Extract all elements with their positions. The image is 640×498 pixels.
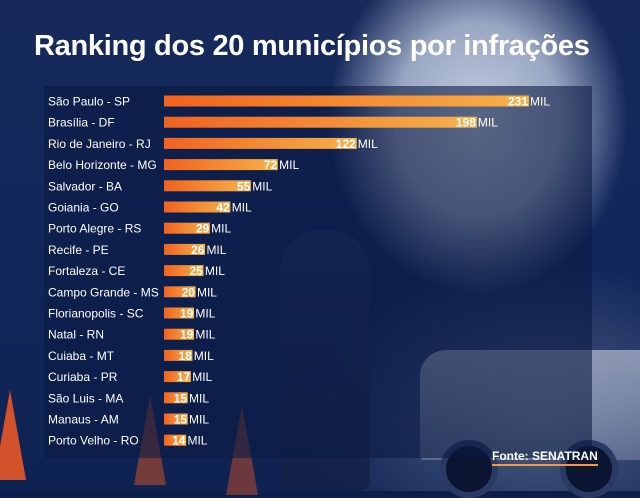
bar (164, 307, 195, 319)
value-label: 231 MIL (508, 95, 550, 109)
bar (164, 371, 191, 383)
bar (164, 434, 187, 446)
value-label: 55 MIL (237, 179, 273, 193)
category-label: Curiaba - PR (48, 370, 118, 384)
value-label: 72 MIL (264, 158, 300, 172)
value-label: 17 MIL (177, 370, 213, 384)
value-label: 19 MIL (180, 307, 216, 321)
category-label: Salvador - BA (48, 179, 122, 193)
category-label: Porto Alegre - RS (48, 222, 141, 236)
value-label: 25 MIL (190, 264, 226, 278)
value-label: 20 MIL (182, 285, 218, 299)
bar (164, 180, 251, 192)
category-label: Porto Velho - RO (48, 434, 139, 448)
value-label: 29 MIL (196, 222, 232, 236)
bar (164, 95, 529, 107)
category-label: Brasília - DF (48, 116, 115, 130)
value-label: 15 MIL (174, 391, 210, 405)
bar (164, 137, 357, 149)
bar (164, 159, 278, 171)
bar (164, 222, 210, 234)
value-label: 15 MIL (174, 413, 210, 427)
bar (164, 328, 195, 340)
bar (164, 286, 196, 298)
category-label: Fortaleza - CE (48, 264, 125, 278)
value-label: 26 MIL (191, 243, 227, 257)
category-label: São Luis - MA (48, 391, 123, 405)
category-label: Rio de Janeiro - RJ (48, 137, 151, 151)
bar (164, 349, 193, 361)
value-label: 14 MIL (172, 434, 208, 448)
chart-title: Ranking dos 20 municípios por infrações (34, 30, 590, 62)
source-label: Fonte: SENATRAN (492, 449, 598, 466)
bar (164, 392, 188, 404)
category-label: Belo Horizonte - MG (48, 158, 157, 172)
bar (164, 201, 231, 213)
bar (164, 116, 477, 128)
category-label: São Paulo - SP (48, 95, 130, 109)
value-label: 122 MIL (336, 137, 378, 151)
category-label: Campo Grande - MS (48, 285, 159, 299)
category-label: Recife - PE (48, 243, 109, 257)
category-label: Florianopolis - SC (48, 307, 144, 321)
category-label: Cuiaba - MT (48, 349, 115, 363)
traffic-cone-icon (0, 390, 26, 480)
bar (164, 243, 206, 255)
value-label: 18 MIL (178, 349, 214, 363)
category-label: Manaus - AM (48, 413, 119, 427)
bar (164, 265, 204, 277)
value-label: 19 MIL (180, 328, 216, 342)
value-label: 42 MIL (216, 201, 252, 215)
category-label: Natal - RN (48, 328, 104, 342)
value-label: 198 MIL (456, 116, 498, 130)
category-label: Goiania - GO (48, 201, 119, 215)
bar (164, 413, 188, 425)
